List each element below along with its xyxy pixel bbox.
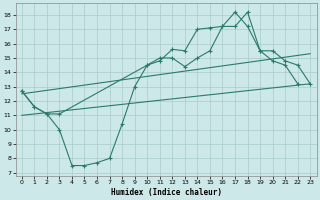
X-axis label: Humidex (Indice chaleur): Humidex (Indice chaleur) <box>110 188 221 197</box>
